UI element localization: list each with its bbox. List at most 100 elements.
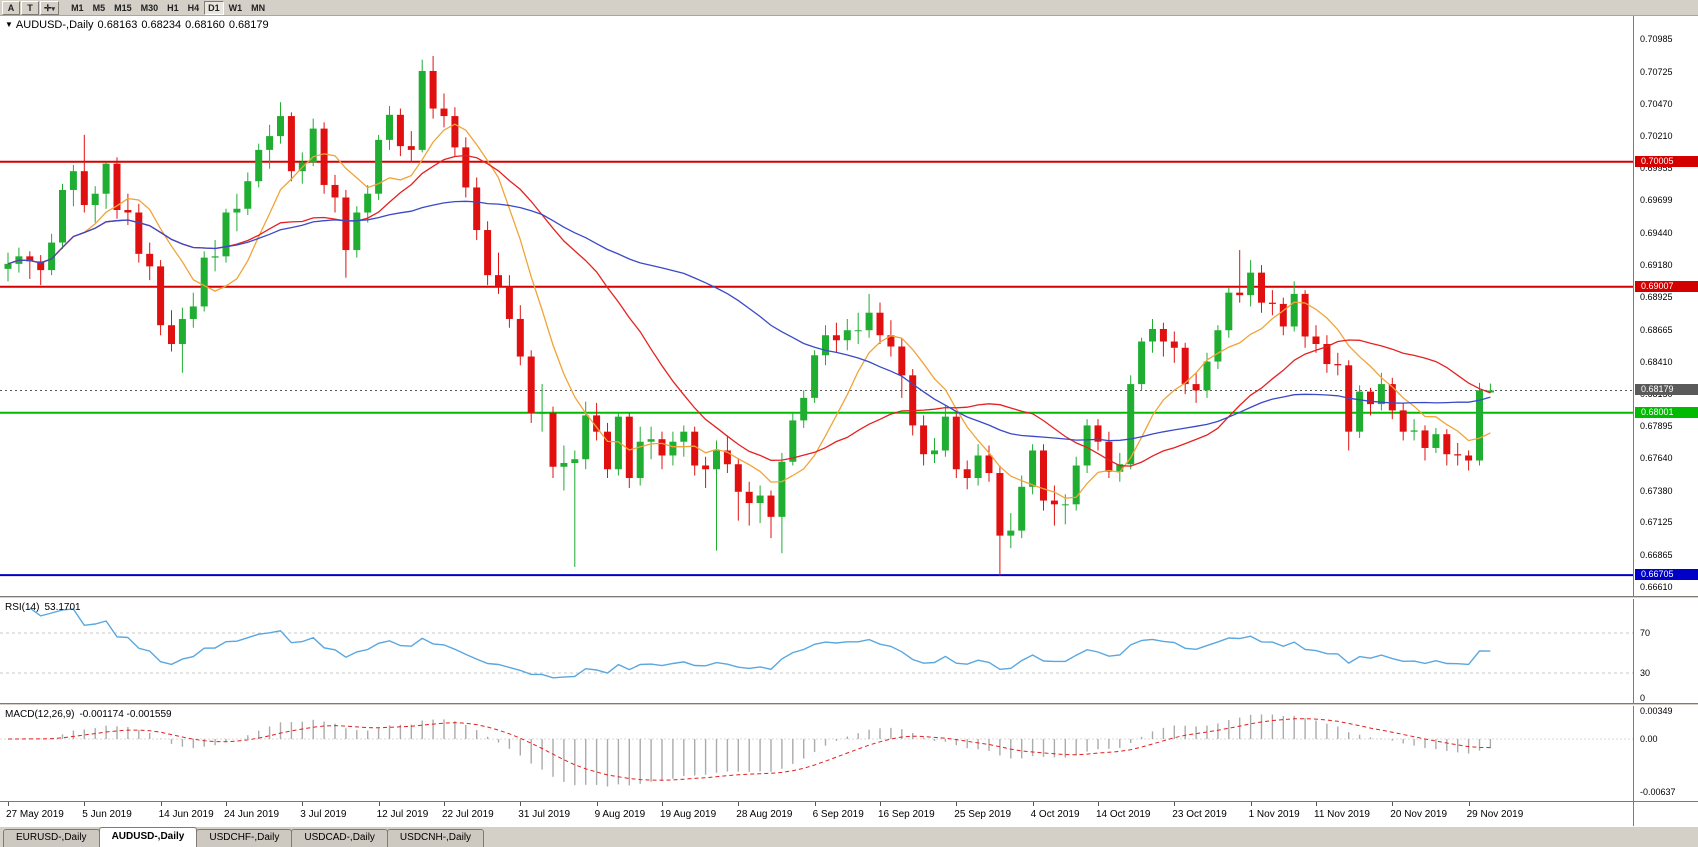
price-tick: 0.67640	[1640, 452, 1673, 463]
date-tick-mark	[1250, 802, 1252, 806]
ma-slow-line	[7, 200, 1491, 442]
price-tick: 0.69699	[1640, 195, 1673, 206]
date-label: 5 Jun 2019	[82, 809, 132, 820]
date-label: 1 Nov 2019	[1248, 809, 1300, 820]
price-tick: 0.70985	[1640, 34, 1673, 45]
rsi-tick: 0	[1640, 693, 1646, 703]
chart-tab-audusd[interactable]: AUDUSD-,Daily	[98, 827, 198, 847]
text-tool-button[interactable]: T	[21, 0, 39, 15]
date-label: 9 Aug 2019	[594, 809, 646, 820]
timeframe-button-m15[interactable]: M15	[110, 0, 136, 15]
date-tick-mark	[520, 802, 522, 806]
chart-tab-usdchf[interactable]: USDCHF-,Daily	[196, 829, 293, 847]
crosshair-tool-button[interactable]: ✛▾	[40, 0, 60, 15]
date-label: 6 Sep 2019	[812, 809, 864, 820]
macd-histogram	[18, 714, 1492, 787]
macd-label: MACD(12,26,9) -0.001174 -0.001559	[5, 709, 177, 720]
macd-values: -0.001174 -0.001559	[79, 709, 172, 720]
pane-splitter-macd[interactable]	[0, 703, 1698, 706]
price-tick: 0.66610	[1640, 581, 1673, 592]
chart-tab-usdcad[interactable]: USDCAD-,Daily	[291, 829, 388, 847]
ohlc-close: 0.68179	[228, 19, 269, 31]
macd-tick: -0.00637	[1640, 786, 1676, 797]
date-tick-mark	[8, 802, 9, 806]
date-tick-mark	[84, 802, 86, 806]
resistance-line-2-badge: 0.69007	[1635, 280, 1698, 292]
price-tick: 0.68665	[1640, 324, 1673, 335]
rsi-tick: 30	[1640, 668, 1651, 678]
timeframe-button-h4[interactable]: H4	[183, 0, 204, 15]
date-tick-mark	[1468, 802, 1470, 806]
chevron-down-icon: ▾	[51, 5, 56, 13]
chart-tab-usdcnh[interactable]: USDCNH-,Daily	[386, 829, 485, 847]
date-tick-mark	[814, 802, 816, 806]
date-tick-mark	[1098, 802, 1099, 806]
timeframe-button-m1[interactable]: M1	[67, 0, 88, 15]
date-tick-mark	[378, 802, 380, 806]
rsi-axis[interactable]: 70 30 0	[1633, 599, 1698, 703]
macd-chart-canvas[interactable]	[0, 706, 1633, 801]
macd-axis[interactable]: 0.00349 0.00 -0.00637	[1633, 706, 1698, 801]
ohlc-open: 0.68163	[97, 19, 138, 31]
timeframe-button-m30[interactable]: M30	[136, 0, 163, 15]
date-tick-mark	[662, 802, 663, 806]
rsi-chart-canvas[interactable]	[0, 599, 1633, 703]
price-axis[interactable]: 0.70985 0.70725 0.70470 0.70210 0.69955 0.696…	[1633, 16, 1698, 596]
price-tick: 0.67125	[1640, 517, 1673, 528]
toolbar: A T ✛▾ M1 M5 M15 M30 H1 H4 D1 W1 MN	[0, 0, 1698, 16]
price-tick: 0.67380	[1640, 485, 1673, 496]
price-tick: 0.70725	[1640, 66, 1673, 77]
axis-separator	[1633, 802, 1634, 827]
timeframe-button-h1[interactable]: H1	[163, 0, 183, 15]
macd-tick: 0.00349	[1640, 706, 1673, 716]
price-tick: 0.67895	[1640, 421, 1673, 432]
date-label: 24 Jun 2019	[224, 809, 280, 820]
date-label: 27 May 2019	[6, 809, 64, 820]
timeframe-button-d1[interactable]: D1	[204, 0, 224, 15]
rsi-value: 53.1701	[44, 602, 81, 613]
pane-splitter-rsi[interactable]	[0, 596, 1698, 599]
date-label: 23 Oct 2019	[1172, 809, 1227, 820]
chart-tab-bar: EURUSD-,Daily AUDUSD-,Daily USDCHF-,Daily U…	[0, 826, 1698, 847]
price-tick: 0.69955	[1640, 163, 1673, 174]
date-label: 22 Jul 2019	[442, 809, 494, 820]
macd-name: MACD(12,26,9)	[5, 709, 75, 720]
date-label: 12 Jul 2019	[376, 809, 429, 820]
macd-pane[interactable]: MACD(12,26,9) -0.001174 -0.001559 0.00349…	[0, 706, 1698, 801]
price-chart-pane[interactable]: ▼ AUDUSD-,Daily 0.68163 0.68234 0.68160 0.681…	[0, 16, 1698, 596]
auto-scroll-button[interactable]: A	[2, 0, 20, 15]
price-tick: 0.69180	[1640, 260, 1673, 271]
rsi-label: RSI(14) 53.1701	[5, 602, 86, 613]
candles-series	[4, 55, 1494, 576]
date-label: 3 Jul 2019	[300, 809, 347, 820]
price-tick: 0.70470	[1640, 98, 1673, 109]
support-line-blue-badge: 0.66705	[1635, 569, 1698, 581]
date-label: 14 Oct 2019	[1096, 809, 1151, 820]
date-tick-mark	[1032, 802, 1034, 806]
support-line-green-badge: 0.68001	[1635, 406, 1698, 418]
macd-signal-line	[8, 718, 1491, 781]
chart-tab-eurusd[interactable]: EURUSD-,Daily	[3, 829, 100, 847]
date-tick-mark	[160, 802, 162, 806]
rsi-tick: 70	[1640, 628, 1651, 638]
symbol-dropdown-icon[interactable]: ▼	[5, 20, 13, 29]
candlestick-chart-canvas[interactable]	[0, 16, 1633, 596]
timeframe-button-mn[interactable]: MN	[247, 0, 270, 15]
date-label: 20 Nov 2019	[1390, 809, 1448, 820]
timeframe-button-m5[interactable]: M5	[88, 0, 110, 15]
date-tick-mark	[596, 802, 598, 806]
ohlc-high: 0.68234	[141, 19, 182, 31]
date-axis[interactable]: 27 May 2019 5 Jun 2019 14 Jun 2019 24 Jun 2…	[0, 801, 1698, 827]
price-tick: 0.68925	[1640, 292, 1673, 303]
ma-mid-line	[7, 154, 1491, 467]
macd-tick: 0.00	[1640, 734, 1658, 745]
date-label: 29 Nov 2019	[1466, 809, 1524, 820]
timeframe-button-w1[interactable]: W1	[224, 0, 247, 15]
date-tick-mark	[302, 802, 304, 806]
price-tick: 0.69440	[1640, 227, 1673, 238]
current-price-badge: 0.68179	[1635, 384, 1698, 396]
rsi-pane[interactable]: RSI(14) 53.1701 70 30 0	[0, 599, 1698, 703]
price-tick: 0.70210	[1640, 131, 1673, 142]
date-label: 4 Oct 2019	[1030, 809, 1080, 820]
